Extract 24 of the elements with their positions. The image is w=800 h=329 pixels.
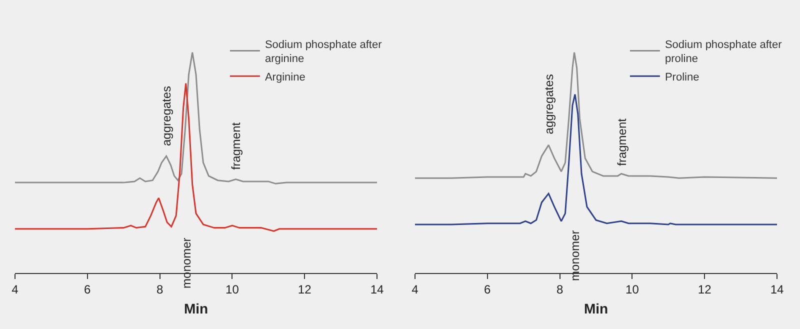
x-tick-label: 12 xyxy=(298,282,312,296)
legend-label: Sodium phosphate after proline xyxy=(664,38,782,66)
annotation: fragment xyxy=(228,122,243,170)
x-tick-label: 10 xyxy=(226,282,240,296)
x-tick-label: 14 xyxy=(770,282,784,296)
legend-label: Proline xyxy=(664,71,700,84)
x-axis-title: Min xyxy=(184,300,208,317)
x-axis-title: Min xyxy=(584,300,608,317)
annotation: monomer xyxy=(179,238,194,288)
x-tick-label: 8 xyxy=(156,282,164,296)
x-tick-label: 4 xyxy=(412,282,419,296)
x-tick-label: 4 xyxy=(12,282,19,296)
annotation: fragment xyxy=(614,118,629,166)
legend-label: Arginine xyxy=(264,71,306,84)
x-tick-label: 6 xyxy=(484,282,492,296)
x-tick-label: 12 xyxy=(698,282,712,296)
x-tick-label: 6 xyxy=(84,282,92,296)
annotation: monomer xyxy=(568,230,582,281)
annotation: aggregates xyxy=(542,74,556,134)
legend-label: Sodium phosphate after arginine xyxy=(264,38,382,66)
x-tick-label: 8 xyxy=(556,282,564,296)
annotation: aggregates xyxy=(160,86,174,146)
x-tick-label: 14 xyxy=(370,282,384,296)
x-tick-label: 10 xyxy=(626,282,640,296)
